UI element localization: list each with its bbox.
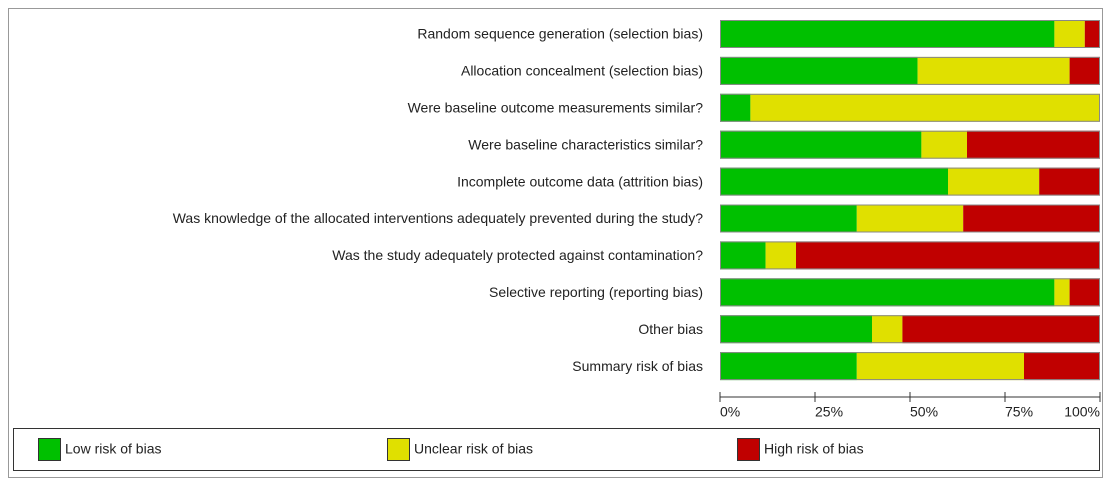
bar-outline [720, 56, 1100, 85]
bar-segment [1039, 167, 1100, 196]
bar-segment [720, 241, 766, 270]
bar-segment [921, 130, 967, 159]
x-tick-label: 50% [910, 404, 938, 420]
legend-label: Unclear risk of bias [414, 441, 533, 457]
bar-segment [967, 130, 1100, 159]
bar-segment [917, 56, 1070, 85]
bar-outline [720, 315, 1100, 344]
bar-outline [720, 241, 1100, 270]
bar-segment [1069, 278, 1100, 307]
bar-segment [720, 278, 1055, 307]
bar-outline [720, 352, 1100, 381]
category-label: Was knowledge of the allocated intervent… [173, 210, 703, 226]
bar-segment [1054, 20, 1085, 48]
bar-outline [720, 204, 1100, 233]
bar-segment [963, 204, 1100, 233]
bar-segment [720, 167, 948, 196]
bar-segment [720, 352, 857, 381]
category-label: Random sequence generation (selection bi… [417, 26, 703, 42]
bar-segment [720, 56, 918, 85]
legend-swatch [387, 438, 410, 461]
x-tick-label: 100% [1064, 404, 1100, 420]
bar-segment [872, 315, 903, 344]
bar-segment [750, 93, 1100, 122]
bar-segment [1024, 352, 1100, 381]
bar-outline [720, 278, 1100, 307]
x-tick-label: 25% [815, 404, 843, 420]
legend-swatch [737, 438, 760, 461]
bar-segment [902, 315, 1100, 344]
bar-segment [720, 130, 922, 159]
bar-segment [948, 167, 1040, 196]
bar-outline [720, 93, 1100, 122]
legend-box [13, 428, 1100, 471]
legend-label: Low risk of bias [65, 441, 161, 457]
category-label: Selective reporting (reporting bias) [489, 284, 703, 300]
legend-label: High risk of bias [764, 441, 864, 457]
bar-segment [720, 20, 1055, 48]
category-label: Were baseline outcome measurements simil… [408, 100, 704, 116]
category-label: Incomplete outcome data (attrition bias) [457, 173, 703, 189]
category-label: Allocation concealment (selection bias) [461, 63, 703, 79]
bar-segment [1084, 20, 1100, 48]
category-label: Was the study adequately protected again… [332, 247, 703, 263]
bar-outline [720, 130, 1100, 159]
bar-outline [720, 20, 1100, 48]
bar-segment [765, 241, 796, 270]
chart-frame [8, 8, 1103, 478]
category-label: Summary risk of bias [572, 358, 703, 374]
x-tick-label: 75% [1005, 404, 1033, 420]
x-tick-label: 0% [720, 404, 740, 420]
bar-segment [856, 352, 1024, 381]
bar-segment [1054, 278, 1070, 307]
bar-segment [1069, 56, 1100, 85]
bar-segment [720, 204, 857, 233]
bar-outline [720, 167, 1100, 196]
bar-segment [720, 93, 751, 122]
bar-segment [796, 241, 1100, 270]
category-label: Other bias [638, 321, 703, 337]
legend-swatch [38, 438, 61, 461]
bar-segment [856, 204, 964, 233]
category-label: Were baseline characteristics similar? [468, 136, 703, 152]
bar-segment [720, 315, 872, 344]
